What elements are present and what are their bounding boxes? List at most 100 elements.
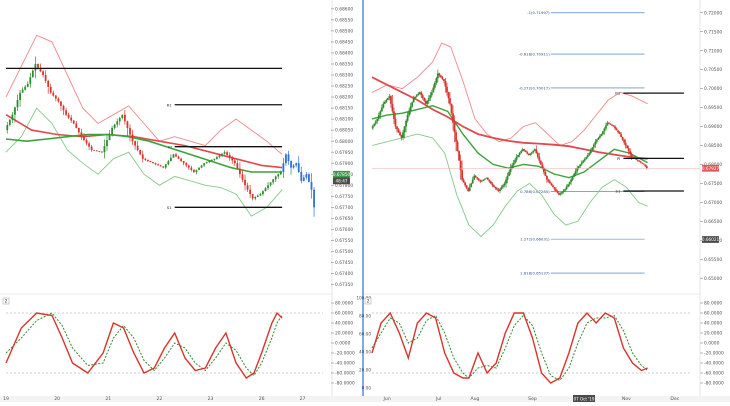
fib-level-5: 1.618(0.65137) xyxy=(520,270,645,275)
candle-body xyxy=(541,164,544,169)
level-label: PI xyxy=(168,144,171,149)
candle-body xyxy=(297,163,300,173)
y-tick-label: 0.68000 xyxy=(335,139,353,145)
candle-body xyxy=(72,120,75,124)
candle-body xyxy=(100,151,103,153)
candle-body xyxy=(549,181,551,184)
candle-body xyxy=(123,114,126,122)
candle-body xyxy=(642,163,645,165)
fib-level-0: -1(0.71997) xyxy=(527,10,645,15)
right-level-2: S1 xyxy=(616,189,684,194)
candle-body xyxy=(423,98,426,101)
candle-body xyxy=(446,86,448,93)
candle-body xyxy=(139,149,142,155)
candle-body xyxy=(279,172,282,175)
x-tick-label: 27 xyxy=(300,396,306,402)
candle-body xyxy=(455,132,457,142)
candle-body xyxy=(608,122,610,124)
candle-body xyxy=(459,160,462,171)
candle-body xyxy=(376,118,379,122)
candle-body xyxy=(285,154,287,164)
y-tick-label: 0.65500 xyxy=(704,257,722,263)
candle-body xyxy=(461,170,463,180)
left-x-axis: 19 20 21 22 23 26 27 xyxy=(3,396,305,402)
candle-body xyxy=(606,122,609,126)
candle-body xyxy=(382,103,385,108)
candle-body xyxy=(493,185,495,187)
candle-body xyxy=(412,98,415,103)
candle-body xyxy=(85,140,88,144)
y-tick-label: 0.68050 xyxy=(335,128,353,134)
candle-body xyxy=(577,166,580,169)
candle-body xyxy=(402,132,404,138)
y-tick-label: 0.67400 xyxy=(335,271,353,277)
y-tick-label: 0.67000 xyxy=(704,200,722,206)
candle-body xyxy=(605,125,607,129)
candle-body xyxy=(479,180,482,182)
candle-body xyxy=(600,134,603,136)
candle-body xyxy=(39,67,42,72)
candle-body xyxy=(295,163,298,166)
badge-text: 0.66021 xyxy=(702,237,720,242)
candle-body xyxy=(421,95,424,99)
candle-body xyxy=(24,86,27,90)
y-tick-label: -80.0000 xyxy=(335,381,355,387)
candle-body xyxy=(254,197,257,199)
candle-body xyxy=(500,187,503,190)
y-tick-label: 0.68450 xyxy=(335,40,353,46)
candle-body xyxy=(486,177,489,180)
candle-body xyxy=(468,187,471,191)
candle-body xyxy=(95,150,98,152)
candle-body xyxy=(599,136,601,138)
candle-body xyxy=(494,186,497,189)
candle-body xyxy=(16,99,19,108)
candle-body xyxy=(167,161,170,165)
candle-body xyxy=(60,101,62,106)
candle-body xyxy=(583,158,586,161)
candle-body xyxy=(538,156,541,161)
y-tick-label: 0.67600 xyxy=(335,227,353,233)
candle-body xyxy=(477,178,480,181)
fib-label: 0.786(0.67285) xyxy=(520,189,550,194)
y-tick-label: 0.68100 xyxy=(335,117,353,123)
y-tick-label: 60.00 xyxy=(359,332,371,337)
candle-body xyxy=(471,179,474,184)
candle-body xyxy=(67,114,70,118)
candle-body xyxy=(447,92,450,99)
candle-body xyxy=(187,165,190,168)
y-tick-label: 20.0000 xyxy=(704,331,722,337)
candle-body xyxy=(90,146,93,150)
candle-body xyxy=(391,103,394,112)
candle-body xyxy=(409,106,412,111)
candle-body xyxy=(154,163,157,165)
x-tick-label: Aug xyxy=(470,396,479,402)
y-tick-label: -60.0000 xyxy=(704,371,724,377)
candle-body xyxy=(480,180,483,182)
candle-body xyxy=(539,160,542,165)
candle-body xyxy=(542,168,545,173)
y-tick-label: 0.68200 xyxy=(335,95,353,101)
candle-body xyxy=(555,189,557,191)
candle-body xyxy=(262,191,264,195)
candle-body xyxy=(485,177,488,179)
candle-body xyxy=(488,179,491,182)
candle-body xyxy=(47,80,50,87)
candle-body xyxy=(203,163,206,166)
candle-body xyxy=(108,133,111,141)
candle-body xyxy=(403,126,406,133)
candle-body xyxy=(175,154,177,157)
candle-body xyxy=(576,168,579,172)
candle-body xyxy=(198,167,200,170)
candle-body xyxy=(221,153,223,156)
y-tick-label: 0.68300 xyxy=(335,73,353,79)
candle-body xyxy=(244,179,246,186)
y-tick-label: 60.0000 xyxy=(335,311,353,317)
candle-body xyxy=(310,181,313,190)
candle-body xyxy=(547,179,550,182)
candle-body xyxy=(452,113,454,123)
candle-body xyxy=(617,130,619,133)
candle-body xyxy=(609,123,612,125)
candle-body xyxy=(113,124,116,128)
y-tick-label: 0.70000 xyxy=(704,86,722,92)
fib-label: -0.272(0.70017) xyxy=(519,85,550,90)
